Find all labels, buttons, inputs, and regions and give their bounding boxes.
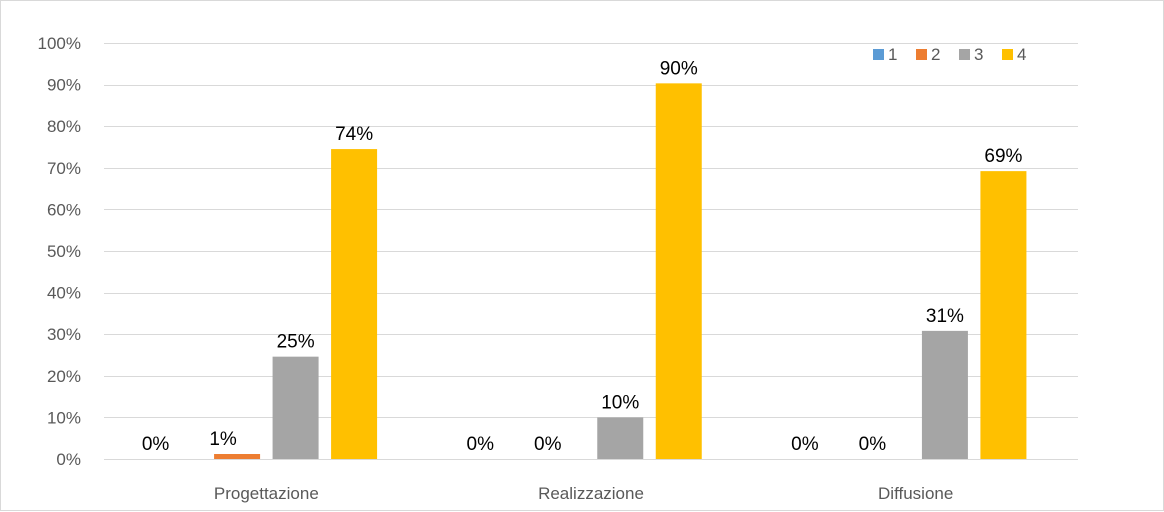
bar-series-4 [980,171,1027,460]
data-label: 0% [467,434,495,455]
data-label: 90% [660,58,698,79]
bar-series-4 [655,83,702,460]
data-label: 74% [335,124,373,145]
legend-label-3: 3 [974,45,983,64]
y-tick-label: 100% [38,34,81,53]
bar-series-2 [214,454,261,459]
legend-swatch-2 [916,49,927,60]
data-label: 0% [859,434,887,455]
x-tick-label: Realizzazione [538,484,644,503]
y-tick-label: 90% [47,76,81,95]
y-tick-label: 80% [47,117,81,136]
legend-swatch-4 [1002,49,1013,60]
data-labels: 0% 1% 25% 74% 0% 0% 10% 90% 0% 0% 31% 69% [142,58,1023,455]
legend-swatch-1 [873,49,884,60]
y-tick-label: 40% [47,284,81,303]
data-label: 25% [277,332,315,353]
data-label: 0% [142,434,170,455]
data-label: 1% [209,429,237,450]
bar-series-3 [272,356,319,459]
data-label: 31% [926,306,964,327]
y-tick-label: 30% [47,325,81,344]
bars [214,83,1027,460]
y-tick-label: 10% [47,408,81,427]
legend-label-1: 1 [888,45,897,64]
y-axis-tick-labels: 0% 10% 20% 30% 40% 50% 60% 70% 80% 90% 100% [38,34,81,469]
y-tick-label: 60% [47,200,81,219]
x-tick-label: Progettazione [214,484,319,503]
gridlines [104,43,1078,418]
legend-label-4: 4 [1017,45,1026,64]
data-label: 10% [601,392,639,413]
legend: 1 2 3 4 [873,45,1026,64]
data-label: 69% [984,146,1022,167]
legend-swatch-3 [959,49,970,60]
y-tick-label: 20% [47,367,81,386]
y-tick-label: 0% [56,450,81,469]
data-label: 0% [534,434,562,455]
x-axis-tick-labels: Progettazione Realizzazione Diffusione [214,484,953,503]
bar-series-3 [921,330,968,459]
bar-series-3 [597,417,644,459]
bar-series-4 [331,149,378,459]
y-tick-label: 70% [47,159,81,178]
data-label: 0% [791,434,819,455]
legend-label-2: 2 [931,45,940,64]
y-tick-label: 50% [47,242,81,261]
x-tick-label: Diffusione [878,484,953,503]
